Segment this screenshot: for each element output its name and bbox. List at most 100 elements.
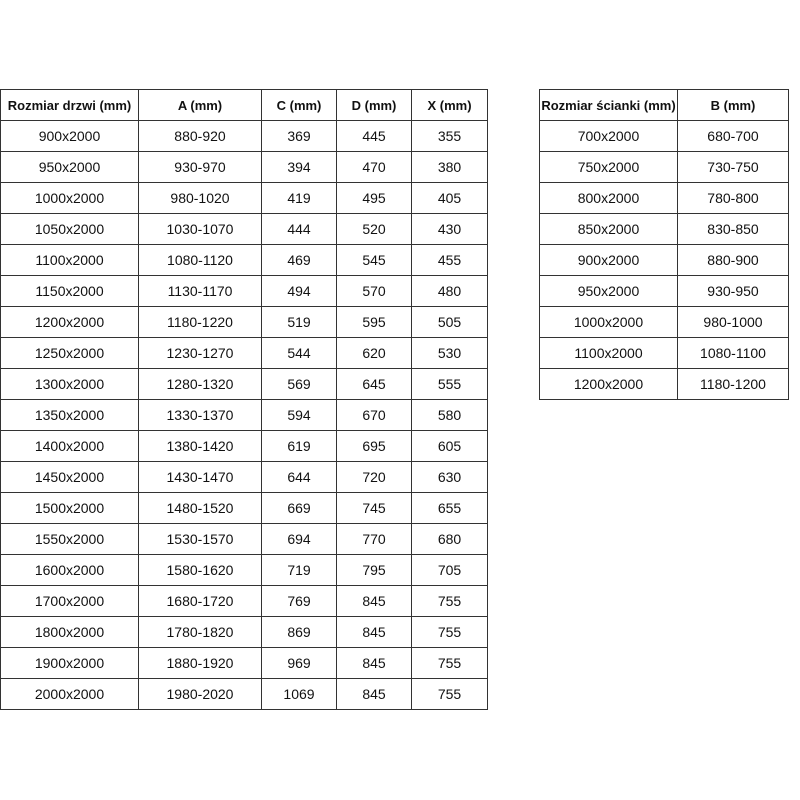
table-cell: 1280-1320	[138, 368, 262, 400]
column-header: B (mm)	[677, 89, 789, 121]
table-row: 1350x2000 1330-1370 594 670 580	[0, 399, 488, 431]
table-cell: 1600x2000	[0, 554, 139, 586]
table-cell: 1000x2000	[0, 182, 139, 214]
table-cell: 444	[261, 213, 337, 245]
table-cell: 644	[261, 461, 337, 493]
door-size-table: Rozmiar drzwi (mm) A (mm) C (mm) D (mm) X (m…	[0, 89, 488, 710]
table-cell: 569	[261, 368, 337, 400]
table-cell: 655	[411, 492, 488, 524]
table-cell: 1100x2000	[539, 337, 678, 369]
table-row: 750x2000 730-750	[539, 151, 789, 183]
table-row: 1250x2000 1230-1270 544 620 530	[0, 337, 488, 369]
table-cell: 1130-1170	[138, 275, 262, 307]
table-cell: 369	[261, 120, 337, 152]
table-row: 950x2000 930-970 394 470 380	[0, 151, 488, 183]
wall-size-table: Rozmiar ścianki (mm) B (mm) 700x2000 680-7…	[539, 89, 789, 400]
table-cell: 645	[336, 368, 412, 400]
table-cell: 770	[336, 523, 412, 555]
table-cell: 880-900	[677, 244, 789, 276]
table-cell: 1030-1070	[138, 213, 262, 245]
table-row: 1100x2000 1080-1100	[539, 337, 789, 369]
table-cell: 419	[261, 182, 337, 214]
table-row: 1600x2000 1580-1620 719 795 705	[0, 554, 488, 586]
table-cell: 1069	[261, 678, 337, 710]
table-cell: 680	[411, 523, 488, 555]
table-cell: 1400x2000	[0, 430, 139, 462]
table-row: 700x2000 680-700	[539, 120, 789, 152]
table-row: 1500x2000 1480-1520 669 745 655	[0, 492, 488, 524]
table-cell: 555	[411, 368, 488, 400]
table-cell: 1000x2000	[539, 306, 678, 338]
table-cell: 405	[411, 182, 488, 214]
table-cell: 455	[411, 244, 488, 276]
table-cell: 900x2000	[539, 244, 678, 276]
table-header-row: Rozmiar drzwi (mm) A (mm) C (mm) D (mm) X (m…	[0, 89, 488, 121]
table-cell: 1500x2000	[0, 492, 139, 524]
table-cell: 505	[411, 306, 488, 338]
table-cell: 495	[336, 182, 412, 214]
table-cell: 930-950	[677, 275, 789, 307]
table-cell: 1780-1820	[138, 616, 262, 648]
column-header: D (mm)	[336, 89, 412, 121]
table-cell: 755	[411, 678, 488, 710]
table-row: 2000x2000 1980-2020 1069 845 755	[0, 678, 488, 710]
table-cell: 1800x2000	[0, 616, 139, 648]
table-cell: 1180-1220	[138, 306, 262, 338]
table-cell: 1380-1420	[138, 430, 262, 462]
table-cell: 795	[336, 554, 412, 586]
table-cell: 620	[336, 337, 412, 369]
table-cell: 830-850	[677, 213, 789, 245]
table-row: 850x2000 830-850	[539, 213, 789, 245]
table-cell: 1200x2000	[0, 306, 139, 338]
table-row: 1800x2000 1780-1820 869 845 755	[0, 616, 488, 648]
table-cell: 1900x2000	[0, 647, 139, 679]
table-cell: 900x2000	[0, 120, 139, 152]
table-cell: 519	[261, 306, 337, 338]
table-row: 1700x2000 1680-1720 769 845 755	[0, 585, 488, 617]
table-cell: 394	[261, 151, 337, 183]
table-cell: 755	[411, 647, 488, 679]
table-cell: 950x2000	[0, 151, 139, 183]
table-cell: 1330-1370	[138, 399, 262, 431]
table-cell: 950x2000	[539, 275, 678, 307]
table-cell: 845	[336, 585, 412, 617]
table-row: 1400x2000 1380-1420 619 695 605	[0, 430, 488, 462]
table-cell: 694	[261, 523, 337, 555]
table-cell: 700x2000	[539, 120, 678, 152]
table-cell: 730-750	[677, 151, 789, 183]
column-header: X (mm)	[411, 89, 488, 121]
table-cell: 1580-1620	[138, 554, 262, 586]
table-row: 1200x2000 1180-1220 519 595 505	[0, 306, 488, 338]
table-cell: 755	[411, 616, 488, 648]
table-cell: 1680-1720	[138, 585, 262, 617]
table-cell: 1180-1200	[677, 368, 789, 400]
column-header: Rozmiar drzwi (mm)	[0, 89, 139, 121]
table-cell: 1530-1570	[138, 523, 262, 555]
table-cell: 1430-1470	[138, 461, 262, 493]
table-cell: 1980-2020	[138, 678, 262, 710]
table-cell: 1080-1120	[138, 244, 262, 276]
table-cell: 845	[336, 616, 412, 648]
table-cell: 1080-1100	[677, 337, 789, 369]
table-row: 950x2000 930-950	[539, 275, 789, 307]
table-row: 1000x2000 980-1020 419 495 405	[0, 182, 488, 214]
table-cell: 720	[336, 461, 412, 493]
table-cell: 670	[336, 399, 412, 431]
table-cell: 595	[336, 306, 412, 338]
table-cell: 480	[411, 275, 488, 307]
table-cell: 1150x2000	[0, 275, 139, 307]
table-cell: 1700x2000	[0, 585, 139, 617]
table-cell: 705	[411, 554, 488, 586]
table-cell: 980-1000	[677, 306, 789, 338]
table-cell: 1050x2000	[0, 213, 139, 245]
table-cell: 780-800	[677, 182, 789, 214]
table-cell: 544	[261, 337, 337, 369]
table-cell: 930-970	[138, 151, 262, 183]
table-cell: 545	[336, 244, 412, 276]
table-cell: 869	[261, 616, 337, 648]
table-cell: 355	[411, 120, 488, 152]
table-cell: 755	[411, 585, 488, 617]
table-cell: 380	[411, 151, 488, 183]
table-cell: 800x2000	[539, 182, 678, 214]
table-cell: 520	[336, 213, 412, 245]
